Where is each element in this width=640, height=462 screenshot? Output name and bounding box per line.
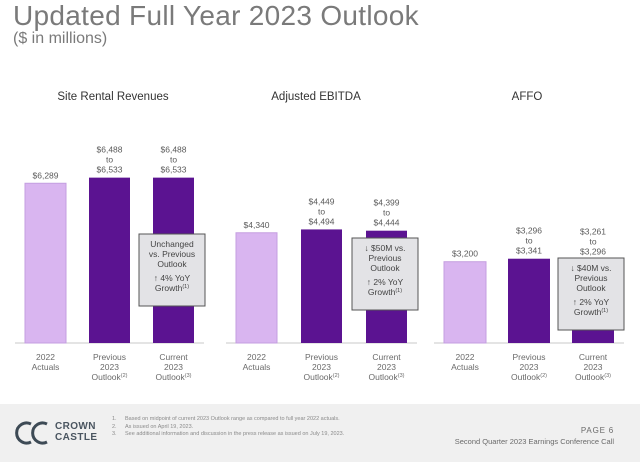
chart1-category-footnote-2: (2)	[121, 373, 128, 379]
chart1-category-label-3-2: 2023	[164, 362, 183, 372]
chart3-category-label-3-1: Current	[579, 352, 608, 362]
chart1-category-label-3-3: Outlook(3)	[155, 372, 191, 382]
chart1-bar-1	[24, 182, 67, 344]
chart3-callout-line-1: ↓ $40M vs.	[570, 263, 611, 273]
chart1-value-label-3-1: $6,488	[161, 145, 187, 155]
chart3-value-label-3-1: $3,261	[580, 227, 606, 237]
chart2-callout-box	[351, 237, 419, 311]
chart2-callout-line-1: ↓ $50M vs.	[364, 243, 405, 253]
chart2-value-label-2-2: to	[318, 206, 325, 216]
chart3-category-label-1-1: 2022	[456, 352, 475, 362]
chart3-callout-box	[557, 257, 625, 331]
chart2-callout-line-5: ↑ 2% YoY	[367, 277, 404, 287]
footnote-3: 3. See additional information and discuss…	[112, 431, 345, 437]
chart2-category-footnote-3: (3)	[398, 373, 405, 379]
chart3-bar-2	[508, 258, 550, 343]
footnotes: 1. Based on midpoint of current 2023 Outl…	[112, 416, 344, 439]
chart3-value-label-3-3: $3,296	[580, 247, 606, 257]
chart2-category-footnote-2: (2)	[333, 373, 340, 379]
chart1-value-label-1-1: $6,289	[33, 170, 59, 180]
chart3-category-label-3-2: 2023	[584, 362, 603, 372]
chart3-value-label-1-1: $3,200	[452, 249, 478, 259]
chart3-callout-line-2: Previous	[574, 273, 607, 283]
chart1-value-label-2-2: to	[106, 155, 113, 165]
chart1-callout-footnote: (1)	[182, 284, 189, 290]
chart2-callout-line-6: Growth(1)	[368, 287, 402, 297]
chart2-category-label-2-2: 2023	[312, 362, 331, 372]
chart3-category-label-2-3: Outlook(2)	[511, 372, 547, 382]
brand-line2: CASTLE	[55, 432, 98, 443]
chart1-callout-line-5: ↑ 4% YoY	[154, 273, 191, 283]
chart3-value-label-2-3: $3,341	[516, 246, 542, 256]
chart3-callout-footnote: (1)	[601, 308, 608, 314]
chart2-value-label-3-2: to	[383, 208, 390, 218]
brand-line1: CROWN	[55, 421, 96, 432]
chart2-category-label-2-3: Outlook(2)	[303, 372, 339, 382]
chart1-title: Site Rental Revenues	[57, 91, 168, 103]
footnote-1: 1. Based on midpoint of current 2023 Outl…	[112, 416, 340, 422]
chart2-callout-line-2: Previous	[368, 253, 401, 263]
chart1-callout-line-2: vs. Previous	[149, 249, 195, 259]
chart2-category-label-1-2: Actuals	[243, 362, 271, 372]
chart1-category-footnote-3: (3)	[185, 373, 192, 379]
chart2-callout-line-3: Outlook	[370, 263, 400, 273]
chart1-category-label-3-1: Current	[159, 352, 188, 362]
page-number: PAGE 6	[580, 426, 614, 435]
chart2-bar-2	[301, 229, 342, 343]
chart1-value-label-2-3: $6,533	[97, 165, 123, 175]
chart2-value-label-2-1: $4,449	[309, 196, 335, 206]
chart3-callout-line-6: Growth(1)	[574, 307, 608, 317]
chart3-category-label-2-2: 2023	[520, 362, 539, 372]
chart3-category-label-3-3: Outlook(3)	[575, 372, 611, 382]
chart1-category-label-2-2: 2023	[100, 362, 119, 372]
chart2-value-label-2-3: $4,494	[309, 216, 335, 226]
chart1-callout-line-6: Growth(1)	[155, 283, 189, 293]
chart3-value-label-3-2: to	[589, 237, 596, 247]
chart1-callout-box	[138, 233, 206, 307]
outlook-charts: Site Rental Revenues$6,2892022Actuals$6,…	[15, 91, 625, 382]
chart2-category-label-3-2: 2023	[377, 362, 396, 372]
crown-castle-logo: CROWN CASTLE	[14, 418, 104, 448]
chart2-category-label-3-3: Outlook(3)	[368, 372, 404, 382]
chart3-callout-line-5: ↑ 2% YoY	[573, 297, 610, 307]
chart2-value-label-3-1: $4,399	[374, 198, 400, 208]
chart1-callout-line-1: Unchanged	[150, 239, 194, 249]
chart2-callout-footnote: (1)	[395, 288, 402, 294]
chart3-category-footnote-3: (3)	[604, 373, 611, 379]
chart1-callout-line-3: Outlook	[157, 259, 187, 269]
chart1-value-label-3-2: to	[170, 155, 177, 165]
call-title: Second Quarter 2023 Earnings Conference …	[454, 437, 614, 446]
chart2-category-label-1-1: 2022	[247, 352, 266, 362]
chart1-value-label-2-1: $6,488	[97, 145, 123, 155]
chart2-category-label-2-1: Previous	[305, 352, 338, 362]
chart1-value-label-3-3: $6,533	[161, 165, 187, 175]
chart3-value-label-2-2: to	[525, 236, 532, 246]
chart2-value-label-3-3: $4,444	[374, 218, 400, 228]
footer: CROWN CASTLE 1. Based on midpoint of curr…	[0, 404, 640, 462]
chart3-value-label-2-1: $3,296	[516, 226, 542, 236]
chart3-category-footnote-2: (2)	[540, 373, 547, 379]
page-title: Updated Full Year 2023 Outlook	[13, 0, 419, 31]
chart1-category-label-2-3: Outlook(2)	[91, 372, 127, 382]
chart2-bar-1	[235, 232, 278, 344]
chart2-title: Adjusted EBITDA	[271, 91, 361, 103]
chart2-category-label-3-1: Current	[372, 352, 401, 362]
chart3-category-label-2-1: Previous	[512, 352, 545, 362]
chart1-category-label-1-1: 2022	[36, 352, 55, 362]
chart3-bar-1	[443, 261, 487, 344]
chart2-value-label-1-1: $4,340	[244, 220, 270, 230]
chart1-category-label-2-1: Previous	[93, 352, 126, 362]
crown-castle-mark-icon	[15, 421, 48, 445]
chart3-title: AFFO	[512, 91, 543, 103]
chart1-bar-2	[89, 177, 130, 343]
chart3-callout-line-3: Outlook	[576, 283, 606, 293]
chart1-category-label-1-2: Actuals	[32, 362, 60, 372]
chart3-category-label-1-2: Actuals	[451, 362, 479, 372]
page-subtitle: ($ in millions)	[13, 30, 108, 47]
footnote-2: 2. As issued on April 19, 2023.	[112, 423, 194, 430]
